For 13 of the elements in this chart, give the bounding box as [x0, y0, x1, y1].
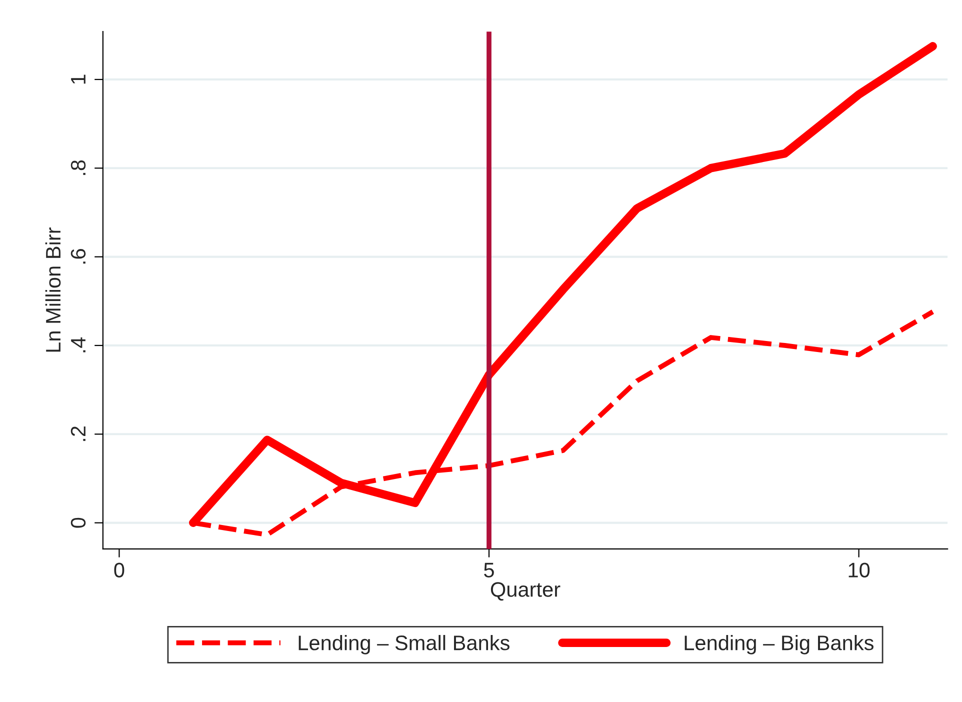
y-tick-label: .6: [70, 249, 86, 264]
y-axis-title: Ln Million Birr: [45, 228, 61, 352]
legend-label: Lending – Big Banks: [684, 634, 874, 654]
y-tick-label: .2: [70, 426, 86, 441]
y-tick-label: 0: [70, 518, 86, 528]
x-tick-label: 10: [848, 562, 870, 578]
y-tick-label: .8: [70, 160, 86, 175]
x-tick-label: 5: [484, 562, 494, 578]
x-axis-title: Quarter: [490, 582, 560, 601]
y-tick-label: 1: [71, 74, 86, 84]
x-tick-label: 0: [114, 562, 124, 578]
y-tick-label: .4: [71, 337, 86, 352]
legend-label: Lending – Small Banks: [298, 634, 510, 654]
